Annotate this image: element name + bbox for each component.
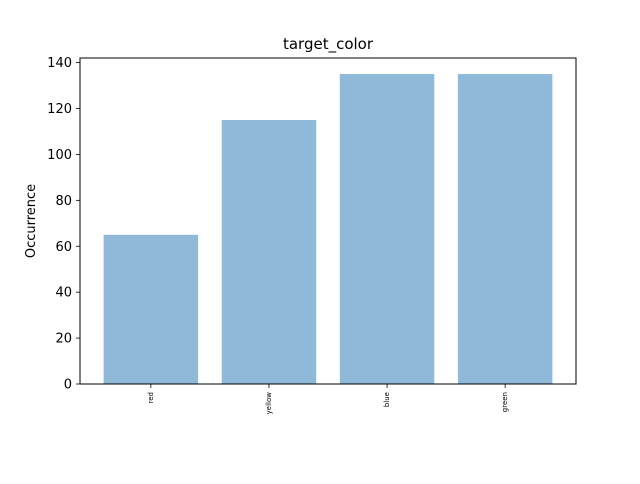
- y-tick-label: 120: [47, 102, 72, 117]
- y-tick-label: 140: [47, 56, 72, 71]
- chart-title: target_color: [283, 35, 374, 54]
- y-tick-label: 40: [55, 286, 72, 301]
- y-tick-label: 20: [55, 332, 72, 347]
- bar-green: [457, 74, 553, 384]
- plot-frame: [79, 57, 577, 385]
- x-tick-label: yellow: [265, 392, 273, 415]
- y-tick-label: 80: [55, 194, 72, 209]
- bars-layer: [103, 74, 553, 385]
- y-tick-label: 0: [64, 378, 72, 393]
- x-tick-label: red: [147, 392, 155, 403]
- x-tick-label: green: [501, 392, 509, 412]
- y-tick-label: 100: [47, 148, 72, 163]
- x-tick-label: blue: [383, 392, 391, 407]
- y-axis-label: Occurrence: [24, 184, 39, 258]
- bar-yellow: [221, 119, 317, 385]
- bar-blue: [339, 74, 435, 384]
- ticks-layer: red yellow blue green 0 20 40 60 80 100 120 140: [47, 56, 509, 414]
- y-tick-label: 60: [55, 240, 72, 255]
- bar-red: [103, 234, 199, 384]
